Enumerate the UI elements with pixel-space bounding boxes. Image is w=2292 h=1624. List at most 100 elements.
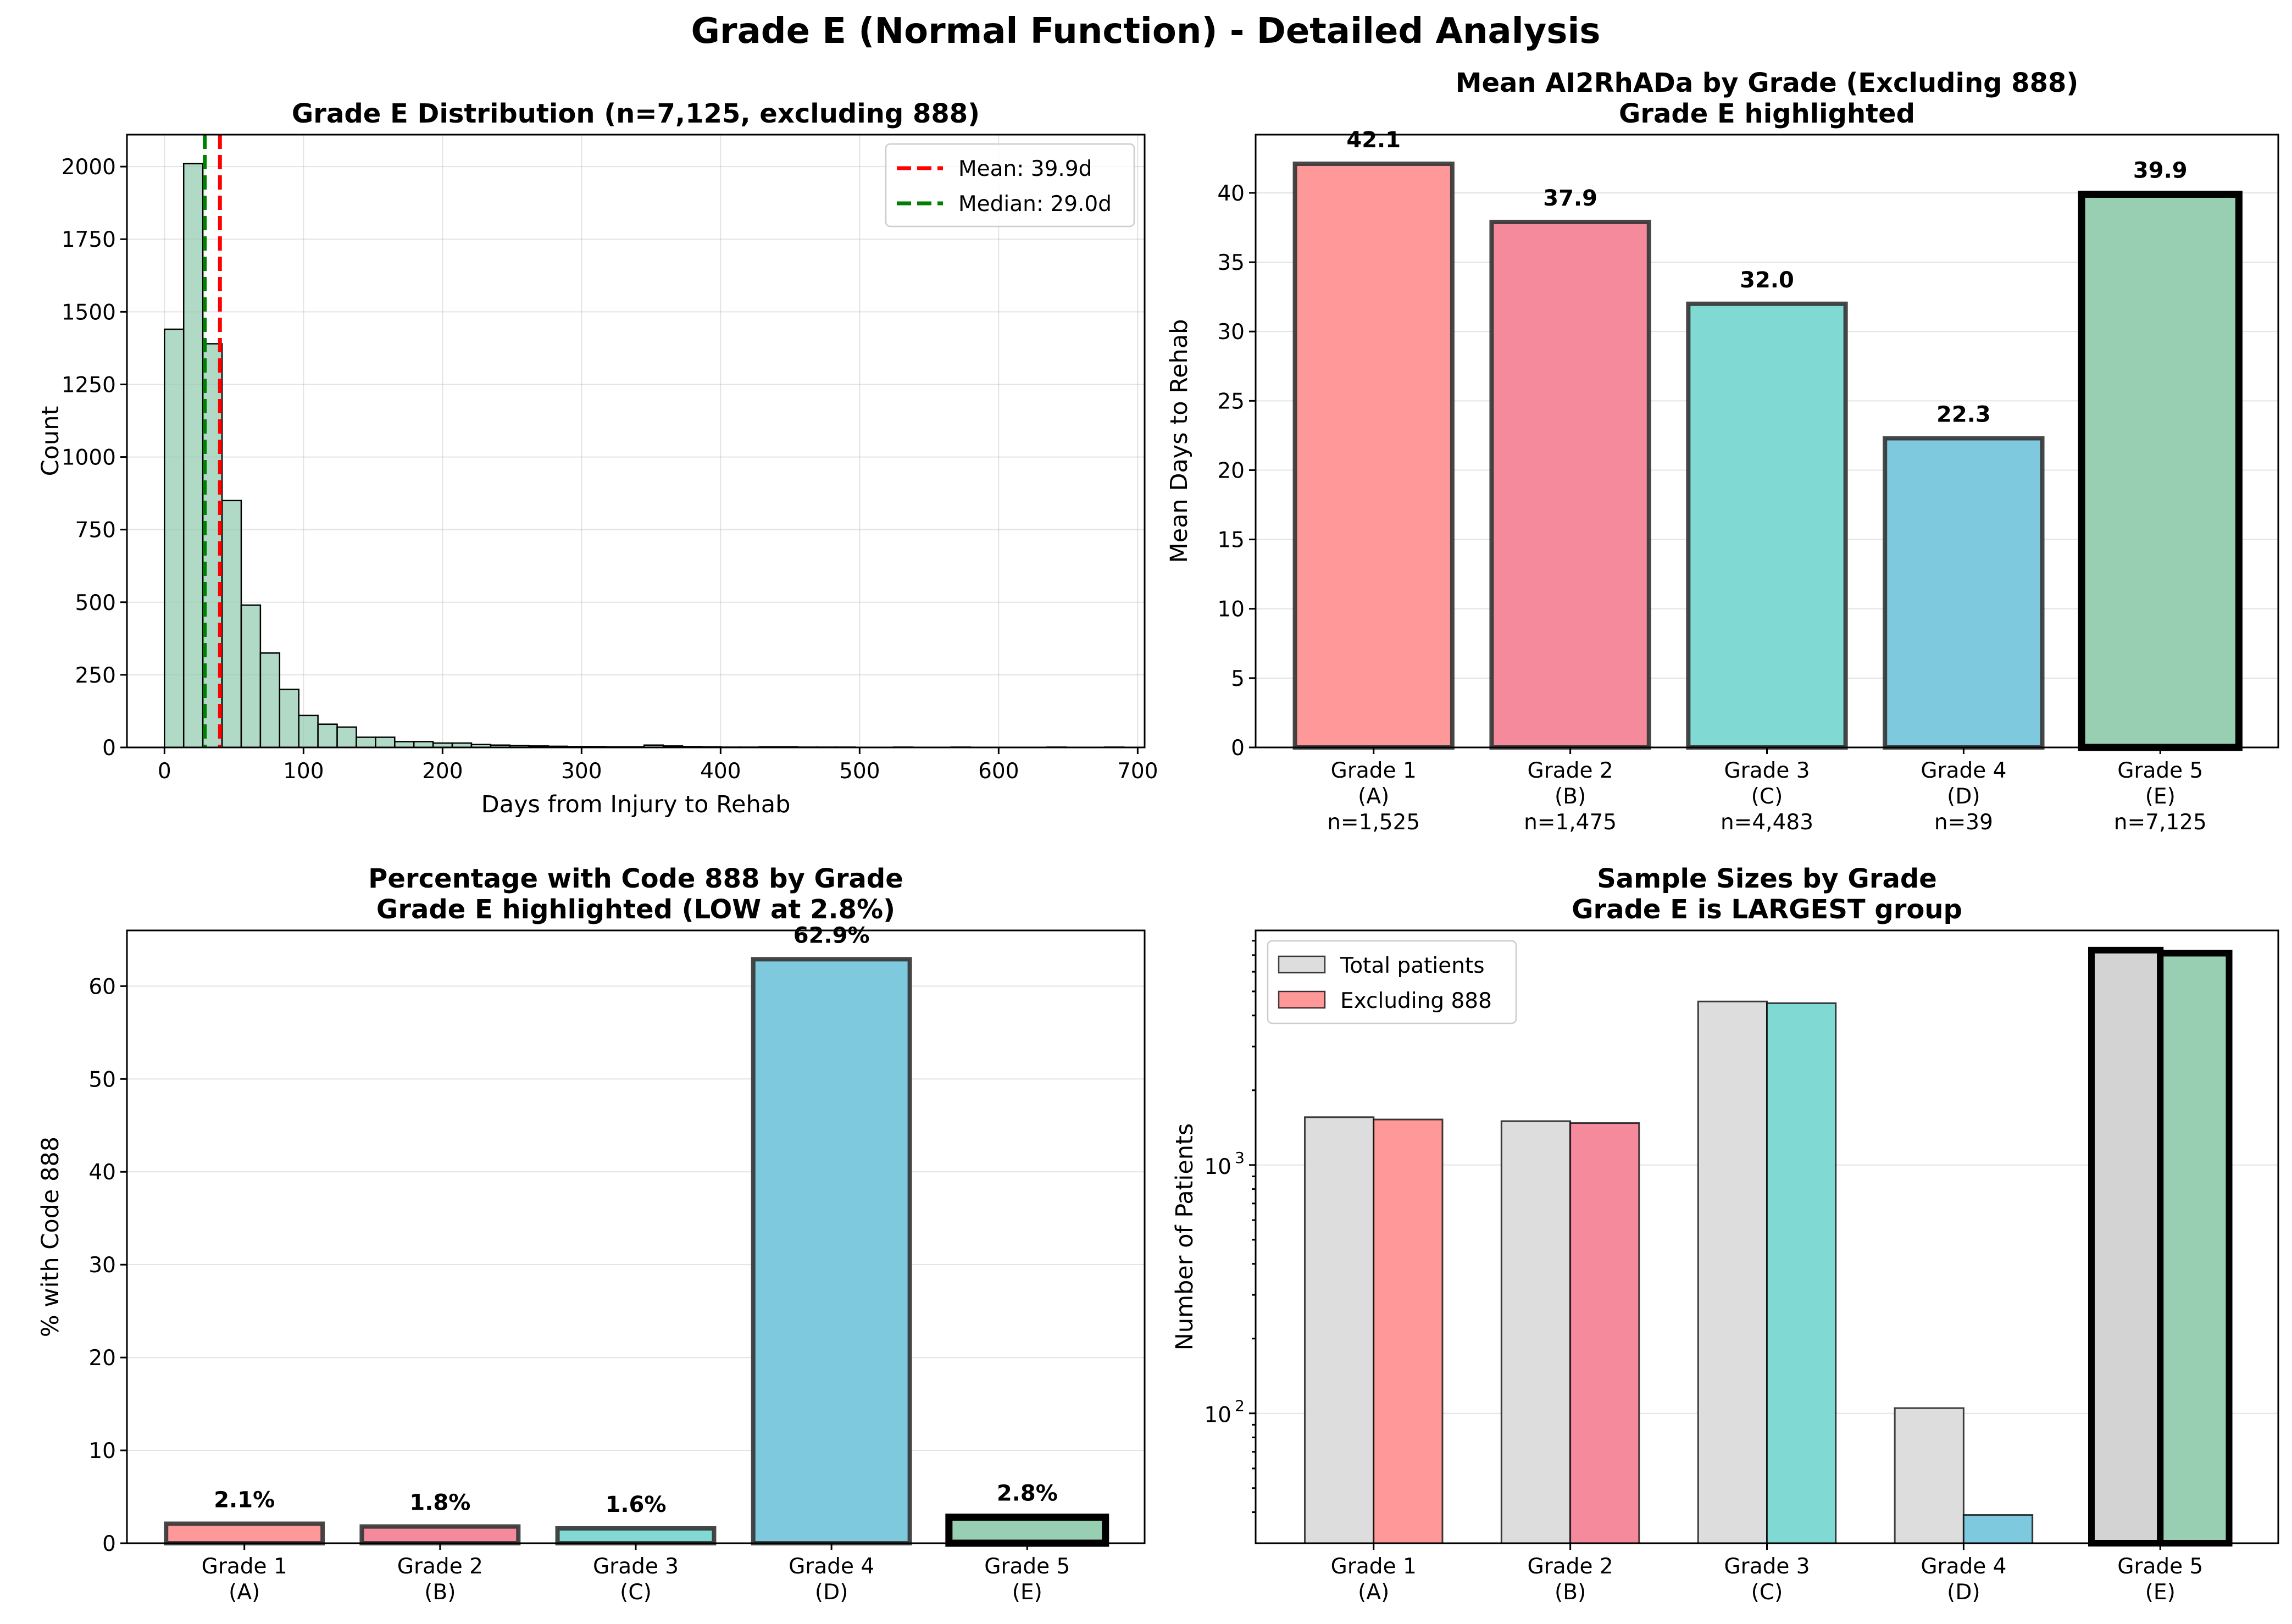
x-tick-label: (E) (2145, 784, 2176, 809)
y-tick-label: 15 (1217, 528, 1245, 553)
y-tick-label: 500 (75, 591, 116, 616)
histogram-bar (336, 726, 357, 749)
axes-frame (1255, 134, 2279, 749)
x-tick-label: (A) (1358, 1580, 1389, 1605)
x-tick-label: Grade 2 (397, 1554, 483, 1579)
y-tick-label: 10 (1217, 597, 1245, 622)
bar-total (1697, 1000, 1768, 1544)
y-tick-label: 10 (1204, 1155, 1231, 1179)
y-tick-label: 40 (88, 1160, 116, 1185)
y-tick-label: 35 (1217, 251, 1245, 275)
x-axis-label: Days from Injury to Rehab (481, 791, 791, 818)
histogram-bar (394, 741, 415, 749)
histogram-bar (240, 604, 262, 749)
chart-title: Grade E highlighted (1619, 98, 1915, 129)
x-tick-label: 400 (700, 759, 741, 784)
x-tick-label: (B) (1555, 1580, 1586, 1605)
y-tick-exponent: 3 (1235, 1149, 1245, 1167)
x-tick-label: Grade 2 (1528, 758, 1613, 783)
y-tick-label: 10 (88, 1439, 116, 1464)
legend-entry: Median: 29.0d (958, 192, 1112, 217)
x-tick-label: n=39 (1934, 810, 1993, 835)
bar-excluding-888 (1766, 1002, 1837, 1544)
x-tick-label: Grade 5 (2117, 758, 2203, 783)
bar (1489, 219, 1651, 750)
bar-value-label: 39.9 (2133, 158, 2188, 183)
bar-excluding-888 (1962, 1514, 2034, 1544)
histogram-bar (317, 723, 338, 749)
x-tick-label: (D) (815, 1580, 848, 1605)
x-tick-label: 300 (561, 759, 602, 784)
bar (1883, 436, 2045, 750)
histogram-bar (298, 714, 319, 749)
y-tick-label: 1000 (62, 446, 116, 470)
bar (555, 1526, 717, 1546)
x-tick-label: 100 (283, 759, 324, 784)
bar (945, 1514, 1109, 1547)
legend-swatch (1278, 990, 1326, 1009)
y-axis-label: Count (37, 406, 64, 476)
chart-title: Mean AI2RhADa by Grade (Excluding 888) (1456, 68, 2079, 98)
x-tick-label: 600 (978, 759, 1019, 784)
x-tick-label: (A) (1358, 784, 1389, 809)
x-tick-label: Grade 2 (1528, 1554, 1613, 1579)
x-tick-label: (B) (424, 1580, 456, 1605)
x-tick-label: Grade 3 (1724, 1554, 1810, 1579)
x-tick-label: Grade 1 (1331, 758, 1417, 783)
bar-value-label: 42.1 (1346, 128, 1401, 153)
y-tick-label: 5 (1231, 667, 1245, 691)
legend-box (885, 143, 1135, 228)
histogram-bar (375, 736, 396, 749)
x-tick-label: 0 (158, 759, 171, 784)
bar-total (1500, 1120, 1572, 1544)
y-tick-label: 40 (1217, 181, 1245, 206)
x-tick-label: (C) (1751, 1580, 1783, 1605)
y-tick-exponent: 2 (1235, 1397, 1245, 1415)
bar-value-label: 62.9% (793, 923, 870, 948)
axes-frame (126, 929, 1146, 1544)
y-tick-label: 60 (88, 974, 116, 999)
histogram-bar (413, 741, 434, 749)
x-tick-label: n=4,483 (1721, 810, 1813, 835)
bar-value-label: 2.1% (214, 1488, 275, 1513)
x-tick-label: (C) (1751, 784, 1783, 809)
legend-box (1267, 940, 1517, 1024)
bar-excluding-888 (2157, 950, 2233, 1547)
bar-value-label: 2.8% (997, 1481, 1058, 1506)
x-tick-label: Grade 5 (2117, 1554, 2203, 1579)
x-tick-label: (A) (229, 1580, 260, 1605)
x-tick-label: 200 (422, 759, 463, 784)
y-tick-label: 0 (102, 736, 116, 761)
x-tick-label: 700 (1117, 759, 1158, 784)
x-tick-label: Grade 4 (1921, 1554, 2006, 1579)
y-tick-label: 20 (88, 1346, 116, 1371)
chart-hist: Grade E Distribution (n=7,125, excluding… (37, 98, 1158, 818)
y-tick-label: 1500 (62, 300, 116, 325)
bar (2078, 190, 2243, 751)
x-tick-label: Grade 3 (593, 1554, 679, 1579)
y-tick-label: 750 (75, 518, 116, 543)
legend-entry: Excluding 888 (1340, 989, 1492, 1013)
bar-value-label: 32.0 (1740, 268, 1794, 293)
x-tick-label: Grade 3 (1724, 758, 1810, 783)
bar-total (1894, 1407, 1964, 1544)
x-tick-label: (B) (1555, 784, 1586, 809)
y-tick-label: 250 (75, 663, 116, 688)
x-tick-label: (C) (620, 1580, 652, 1605)
x-tick-label: Grade 1 (202, 1554, 287, 1579)
chart-title: Sample Sizes by Grade (1597, 863, 1937, 894)
x-tick-label: Grade 1 (1331, 1554, 1417, 1579)
histogram-bar (279, 689, 299, 749)
y-tick-label: 10 (1204, 1403, 1231, 1428)
y-axis-label: Number of Patients (1171, 1123, 1198, 1351)
axes-frame (126, 134, 1146, 749)
bar-total (1303, 1116, 1375, 1544)
x-tick-label: Grade 4 (1921, 758, 2006, 783)
x-tick-label: 500 (839, 759, 880, 784)
x-tick-label: (D) (1947, 1580, 1980, 1605)
y-tick-label: 1250 (62, 373, 116, 397)
bar-excluding-888 (1569, 1122, 1640, 1544)
